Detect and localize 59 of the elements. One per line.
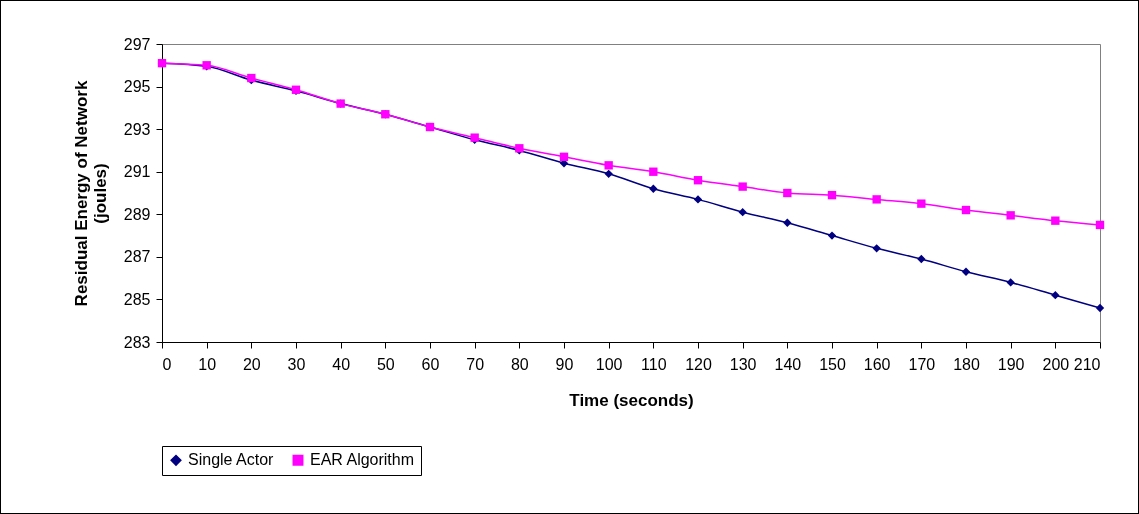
x-tick-label: 160 xyxy=(863,355,891,373)
point xyxy=(783,188,792,198)
x-tick-label: 40 xyxy=(332,355,351,373)
y-tick-label: 293 xyxy=(123,120,151,138)
x-tick-label: 0 xyxy=(162,355,172,373)
x-tick-label: 10 xyxy=(198,355,217,373)
point xyxy=(872,195,881,204)
y-tick-label: 285 xyxy=(123,290,151,308)
x-tick-label: 30 xyxy=(287,355,306,373)
x-tick-label: 190 xyxy=(997,355,1025,373)
point xyxy=(1095,220,1105,230)
x-tick-label: 210 xyxy=(1073,355,1101,373)
x-tick-label: 70 xyxy=(466,355,485,373)
x-tick-label: 90 xyxy=(555,355,574,373)
x-axis-title: Time (seconds) xyxy=(569,390,694,410)
legend-label: Single Actor xyxy=(188,451,275,469)
y-tick-label: 283 xyxy=(123,333,151,351)
x-tick-label: 130 xyxy=(729,355,757,373)
point xyxy=(783,218,792,227)
x-tick-label: 110 xyxy=(641,355,667,373)
point xyxy=(827,190,837,200)
point xyxy=(559,152,569,161)
y-tick-label: 287 xyxy=(123,248,151,266)
point xyxy=(693,195,703,204)
x-tick-label: 60 xyxy=(421,355,440,373)
point xyxy=(961,267,971,276)
point xyxy=(1051,290,1060,300)
point xyxy=(649,167,658,176)
point xyxy=(1006,211,1015,220)
y-axis-title: Residual Energy of Network (joules) xyxy=(71,80,110,307)
x-tick-label: 50 xyxy=(376,355,395,373)
point xyxy=(738,182,747,191)
point xyxy=(827,231,837,240)
x-tick-label: 20 xyxy=(242,355,261,373)
legend-label: EAR Algorithm xyxy=(310,451,415,469)
point xyxy=(604,161,613,170)
point xyxy=(738,207,747,217)
y-tick-label: 295 xyxy=(123,78,151,96)
x-tick-label: 80 xyxy=(510,355,529,373)
x-tick-label: 180 xyxy=(953,355,980,373)
y-tick-label: 289 xyxy=(123,205,151,223)
y-tick-label: 291 xyxy=(123,163,151,181)
point xyxy=(961,205,971,215)
point xyxy=(917,199,926,208)
x-tick-label: 120 xyxy=(685,355,712,373)
y-tick-label: 297 xyxy=(123,35,151,53)
point xyxy=(917,254,926,264)
x-tick-label: 140 xyxy=(774,355,802,373)
point xyxy=(1006,278,1015,287)
point xyxy=(649,184,658,193)
x-tick-label: 100 xyxy=(595,355,623,373)
point xyxy=(1095,303,1105,313)
x-tick-label: 150 xyxy=(819,355,846,373)
point xyxy=(872,244,881,253)
point xyxy=(604,169,613,179)
x-tick-label: 170 xyxy=(908,355,936,373)
x-tick-label: 200 xyxy=(1042,355,1070,373)
point xyxy=(693,176,703,185)
point xyxy=(1051,216,1060,225)
